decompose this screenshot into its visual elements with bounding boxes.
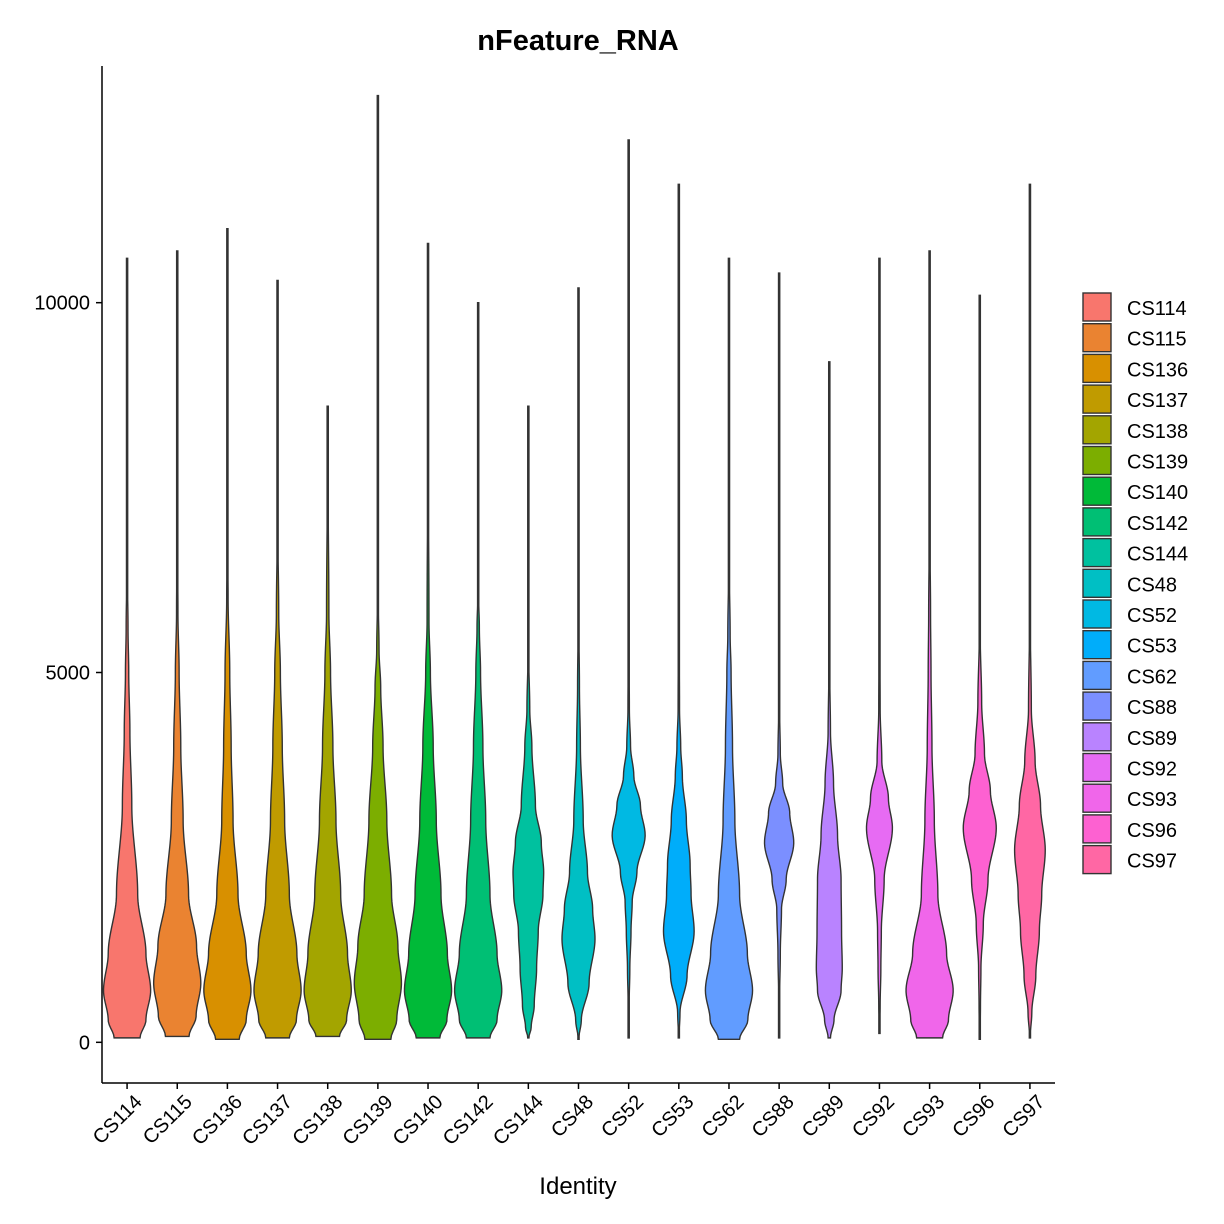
legend-key-CS52 <box>1082 599 1112 629</box>
legend-key-CS114 <box>1082 292 1112 322</box>
violin-CS115 <box>152 250 202 1038</box>
legend-label-CS137: CS137 <box>1127 390 1188 412</box>
violin-CS89 <box>815 361 843 1039</box>
x-axis-title: Identity <box>539 1173 616 1200</box>
legend-key-CS96 <box>1082 814 1112 844</box>
legend-key-CS48 <box>1082 568 1112 598</box>
legend-key-CS92 <box>1082 752 1112 783</box>
legend-label-CS48: CS48 <box>1127 574 1177 596</box>
legend-label-CS52: CS52 <box>1127 605 1177 627</box>
legend-key-CS142 <box>1082 507 1112 537</box>
x-tick-label: CS89 <box>798 1091 849 1142</box>
legend-label-CS144: CS144 <box>1127 544 1188 566</box>
violin-CS114 <box>102 257 152 1039</box>
legend-label-CS88: CS88 <box>1127 697 1177 719</box>
y-tick-label: 5000 <box>46 663 91 685</box>
legend-label-CS53: CS53 <box>1127 636 1177 658</box>
legend-key-CS115 <box>1082 323 1112 353</box>
legend-label-CS136: CS136 <box>1127 359 1188 381</box>
chart-title: nFeature_RNA <box>477 25 678 57</box>
x-tick-label: CS93 <box>898 1091 949 1142</box>
x-tick-label: CS142 <box>439 1091 498 1150</box>
violin-CS136 <box>203 228 252 1041</box>
legend-key-CS137 <box>1082 384 1112 414</box>
x-tick-label: CS53 <box>647 1091 698 1142</box>
legend-label-CS89: CS89 <box>1127 728 1177 750</box>
legend-key-CS62 <box>1082 660 1112 691</box>
legend-key-CS89 <box>1082 722 1112 752</box>
violin-CS48 <box>561 287 596 1041</box>
violin-CS52 <box>611 139 646 1039</box>
violin-CS97 <box>1013 183 1046 1039</box>
x-ticks-group: CS114CS115CS136CS137CS138CS139CS140CS142… <box>89 1083 1050 1150</box>
y-tick-label: 0 <box>79 1032 90 1054</box>
legend-label-CS139: CS139 <box>1127 452 1188 474</box>
legend-key-CS97 <box>1082 844 1112 875</box>
legend-label-CS142: CS142 <box>1127 513 1188 535</box>
legend-label-CS114: CS114 <box>1127 298 1187 320</box>
legend-label-CS92: CS92 <box>1127 759 1177 781</box>
violin-CS144 <box>512 405 545 1039</box>
x-tick-label: CS115 <box>139 1091 197 1149</box>
legend-label-CS115: CS115 <box>1127 329 1187 351</box>
violin-CS96 <box>962 294 997 1041</box>
violin-CS92 <box>865 257 894 1035</box>
violin-CS62 <box>704 257 754 1041</box>
x-tick-label: CS96 <box>948 1091 999 1142</box>
x-tick-label: CS62 <box>698 1091 749 1142</box>
legend-key-CS53 <box>1082 630 1112 660</box>
legend-label-CS97: CS97 <box>1127 851 1177 873</box>
x-tick-label: CS52 <box>597 1091 648 1142</box>
violin-CS53 <box>662 183 695 1039</box>
violin-CS88 <box>763 272 795 1039</box>
x-tick-label: CS136 <box>188 1091 247 1150</box>
violin-CS142 <box>453 301 503 1039</box>
violins-group <box>102 94 1046 1041</box>
x-tick-label: CS137 <box>238 1091 297 1150</box>
legend-key-CS144 <box>1082 537 1112 568</box>
x-tick-label: CS139 <box>339 1091 398 1150</box>
violin-CS93 <box>905 250 954 1039</box>
x-tick-label: CS144 <box>489 1091 548 1150</box>
y-tick-label: 10000 <box>34 293 90 315</box>
legend-key-CS88 <box>1082 691 1112 721</box>
legend-label-CS93: CS93 <box>1127 789 1177 811</box>
x-tick-label: CS140 <box>389 1091 448 1150</box>
x-tick-label: CS92 <box>848 1091 899 1142</box>
legend: CS114 CS115 CS136 CS137 CS138 CS139 CS140 CS142… <box>1082 292 1188 875</box>
violin-CS138 <box>303 405 352 1038</box>
violin-CS139 <box>353 94 403 1041</box>
x-tick-label: CS114 <box>89 1091 147 1149</box>
legend-key-CS140 <box>1082 476 1112 506</box>
x-tick-label: CS88 <box>748 1091 799 1142</box>
violin-CS140 <box>403 242 453 1039</box>
legend-label-CS140: CS140 <box>1127 482 1188 504</box>
legend-label-CS96: CS96 <box>1127 820 1177 842</box>
legend-label-CS138: CS138 <box>1127 421 1188 443</box>
x-tick-label: CS97 <box>999 1091 1050 1142</box>
x-tick-label: CS138 <box>288 1091 347 1150</box>
legend-key-CS139 <box>1082 445 1112 476</box>
legend-key-CS136 <box>1082 353 1112 384</box>
violin-CS137 <box>253 279 302 1039</box>
legend-key-CS138 <box>1082 415 1112 445</box>
x-tick-label: CS48 <box>547 1091 598 1142</box>
legend-key-CS93 <box>1082 783 1112 813</box>
legend-label-CS62: CS62 <box>1127 666 1177 688</box>
y-ticks-group: 0 5000 10000 <box>34 293 102 1054</box>
